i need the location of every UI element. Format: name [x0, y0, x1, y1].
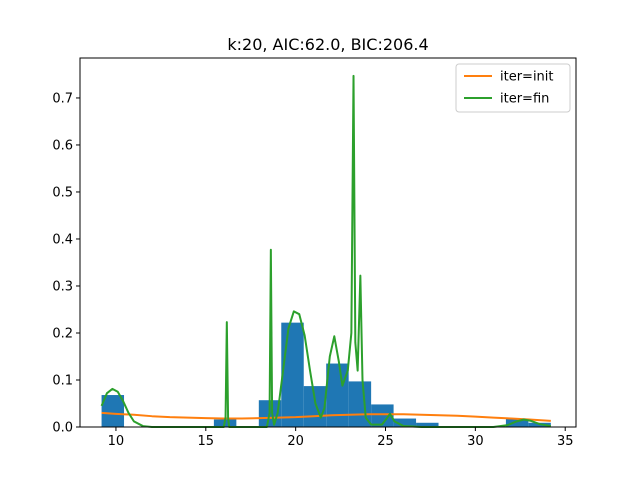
histogram-bars — [101, 322, 551, 427]
y-tick-label-6: 0.6 — [52, 138, 73, 153]
plot-frame — [79, 57, 577, 428]
legend-label-fin: iter=fin — [500, 92, 549, 107]
x-tick-label-4: 30 — [467, 434, 484, 449]
histogram-bar-8 — [393, 418, 417, 427]
x-tick-label-1: 15 — [198, 434, 215, 449]
x-tick-label-3: 25 — [377, 434, 394, 449]
legend: iter=init iter=fin — [455, 63, 571, 113]
series-line-0 — [101, 411, 551, 422]
legend-label-init: iter=init — [500, 70, 554, 85]
histogram-bar-3 — [281, 322, 304, 427]
y-tick-label-5: 0.5 — [52, 185, 73, 200]
x-tick-label-5: 35 — [557, 434, 574, 449]
y-tick-label-1: 0.1 — [52, 373, 73, 388]
y-tick-label-0: 0.0 — [52, 421, 73, 436]
histogram-bar-7 — [371, 404, 394, 427]
y-tick-label-2: 0.2 — [52, 326, 73, 341]
x-tick-label-0: 10 — [108, 434, 125, 449]
histogram-bar-0 — [101, 395, 125, 427]
y-tick-label-3: 0.3 — [52, 279, 73, 294]
histogram-bar-5 — [326, 363, 349, 427]
histogram-bar-10 — [505, 418, 529, 427]
chart-title: k:20, AIC:62.0, BIC:206.4 — [227, 35, 428, 54]
x-axis-ticks: 10 15 20 25 30 35 — [108, 427, 574, 449]
y-axis-ticks: 0.0 0.1 0.2 0.3 0.4 0.5 0.6 0.7 — [52, 91, 80, 436]
y-tick-label-4: 0.4 — [52, 232, 73, 247]
x-tick-label-2: 20 — [287, 434, 304, 449]
histogram-bar-9 — [416, 422, 439, 427]
histogram-bar-4 — [303, 386, 327, 427]
y-tick-label-7: 0.7 — [52, 91, 73, 106]
